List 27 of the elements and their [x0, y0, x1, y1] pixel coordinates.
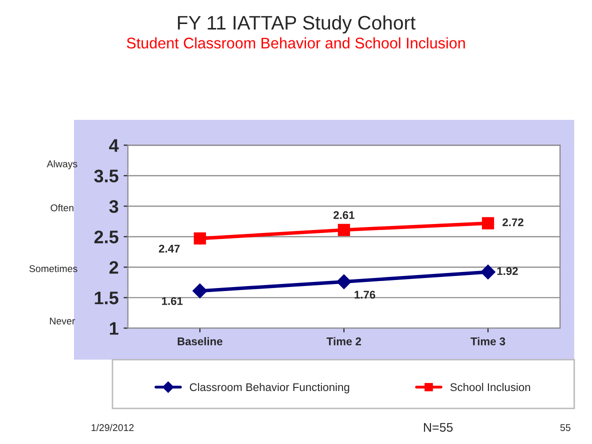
- data-label: 2.72: [502, 218, 524, 226]
- y-tick-label: 1.5: [94, 292, 118, 304]
- text: N=55: [424, 423, 453, 432]
- data-label: 2.47: [158, 244, 180, 252]
- y-tick-label: 3: [109, 200, 118, 213]
- text: 1/29/2012: [92, 424, 134, 432]
- y-tick-label: 4: [109, 139, 119, 152]
- text: Always: [46, 160, 78, 170]
- text: Often: [50, 204, 74, 212]
- chart-subtitle: Student Classroom Behavior and School Inclusion: [126, 37, 465, 48]
- chart-title: FY 11 IATTAP Study Cohort: [178, 15, 416, 34]
- y-tick-label: 1: [110, 322, 118, 335]
- data-label: 1.92: [497, 267, 518, 275]
- x-tick-label: Baseline: [178, 337, 222, 346]
- x-tick-label: Time 2: [326, 337, 362, 346]
- data-label: 1.61: [162, 297, 183, 306]
- text: Never: [50, 318, 75, 325]
- x-tick-label: Time 3: [470, 337, 506, 346]
- text: 55: [560, 424, 570, 432]
- legend-label: School Inclusion: [450, 382, 530, 392]
- text: Sometimes: [29, 264, 78, 272]
- y-tick-label: 2: [109, 261, 118, 274]
- legend-label: Classroom Behavior Functioning: [190, 382, 350, 394]
- data-label: 1.76: [354, 290, 376, 299]
- y-tick-label: 2.5: [94, 230, 118, 244]
- y-tick-label: 3.5: [94, 170, 118, 182]
- data-label: 2.61: [334, 211, 354, 220]
